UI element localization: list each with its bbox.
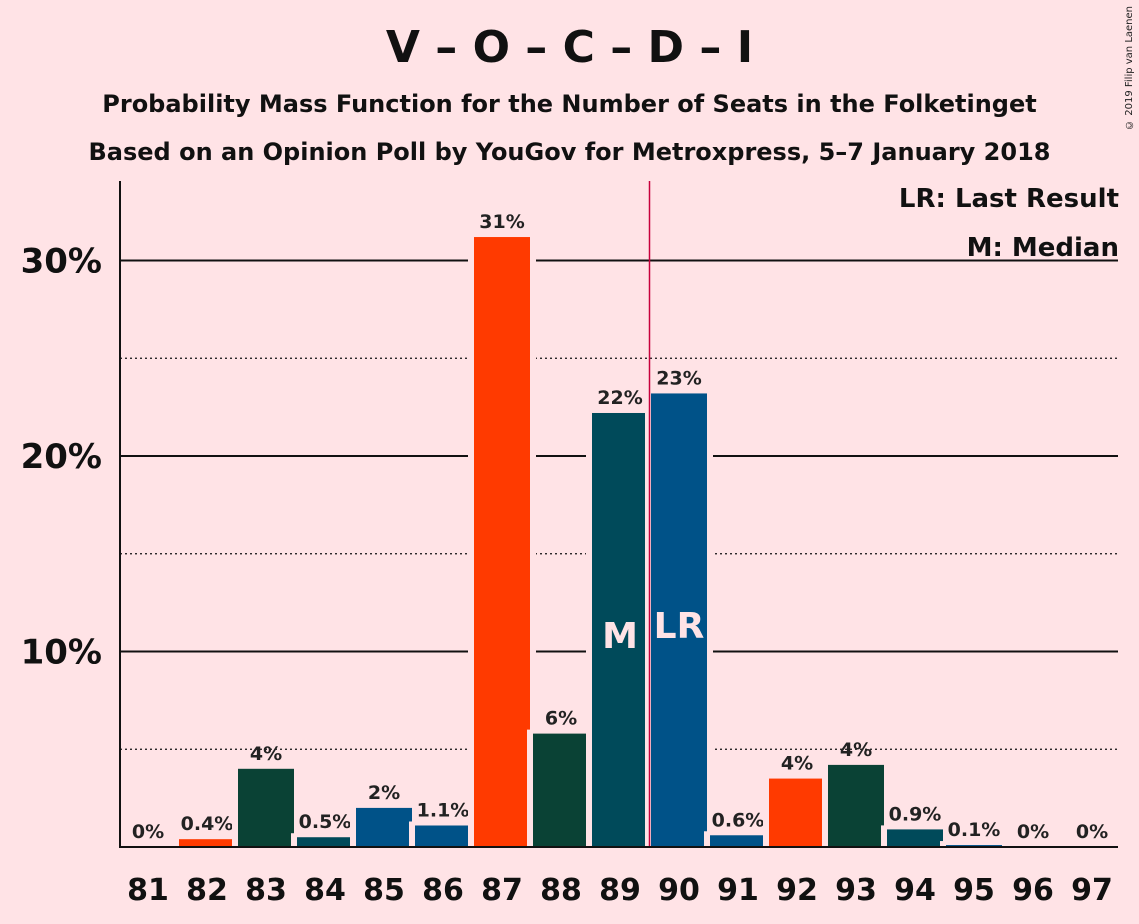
- x-tick-label: 84: [304, 873, 346, 908]
- data-label: 4%: [250, 743, 282, 765]
- x-tick-label: 91: [717, 873, 759, 908]
- data-label: 22%: [597, 387, 642, 409]
- bar-seat-87: [474, 237, 530, 848]
- bar-seat-85: [356, 807, 412, 847]
- x-tick-label: 95: [953, 873, 995, 908]
- y-tick-label: 20%: [21, 437, 102, 477]
- y-tick-label: 30%: [21, 242, 102, 282]
- bar-seat-90: [651, 393, 707, 847]
- x-tick-label: 86: [422, 873, 464, 908]
- bar-seat-94: [887, 829, 943, 847]
- data-label: 2%: [368, 782, 400, 804]
- bar-seat-82: [179, 839, 235, 847]
- bar-seat-86: [415, 825, 471, 847]
- x-tick-label: 87: [481, 873, 523, 908]
- bar-seat-93: [828, 764, 884, 847]
- median-marker: M: [602, 616, 638, 657]
- data-label: 31%: [479, 211, 524, 233]
- bar-seat-89: [592, 412, 648, 847]
- x-tick-label: 90: [658, 873, 700, 908]
- x-tick-label: 82: [186, 873, 228, 908]
- bar-seat-84: [297, 837, 353, 847]
- data-label: 6%: [545, 708, 577, 730]
- chart-subtitle: Probability Mass Function for the Number…: [102, 90, 1037, 118]
- x-tick-label: 88: [540, 873, 582, 908]
- data-label: 0%: [132, 821, 164, 843]
- x-tick-label: 96: [1012, 873, 1054, 908]
- x-tick-label: 94: [894, 873, 936, 908]
- legend-last-result: LR: Last Result: [898, 184, 1119, 214]
- bar-gap: [940, 841, 1008, 847]
- data-label: 0%: [1017, 821, 1049, 843]
- chart-subtitle-poll: Based on an Opinion Poll by YouGov for M…: [88, 138, 1051, 166]
- bar-seat-88: [533, 733, 589, 847]
- data-label: 1.1%: [417, 799, 470, 821]
- x-tick-label: 81: [127, 873, 169, 908]
- x-tick-label: 92: [776, 873, 818, 908]
- x-tick-label: 89: [599, 873, 641, 908]
- data-label: 0%: [1076, 821, 1108, 843]
- last-result-marker: LR: [654, 606, 705, 647]
- x-tick-label: 93: [835, 873, 877, 908]
- bar-seat-91: [710, 835, 766, 847]
- legend-median: M: Median: [966, 233, 1119, 263]
- chart-title: V – O – C – D – I: [385, 22, 754, 73]
- bar-seat-83: [238, 768, 294, 847]
- data-label: 0.1%: [948, 819, 1001, 841]
- bar-seat-92: [769, 778, 825, 847]
- data-label: 4%: [840, 739, 872, 761]
- x-tick-label: 85: [363, 873, 405, 908]
- data-label: 4%: [781, 753, 813, 775]
- data-label: 0.6%: [712, 809, 765, 831]
- data-label: 0.4%: [181, 813, 234, 835]
- data-label: 0.5%: [299, 811, 352, 833]
- data-label: 23%: [656, 367, 701, 389]
- data-label: 0.9%: [889, 803, 942, 825]
- x-tick-label: 83: [245, 873, 287, 908]
- y-tick-label: 10%: [21, 633, 102, 673]
- x-tick-label: 97: [1071, 873, 1113, 908]
